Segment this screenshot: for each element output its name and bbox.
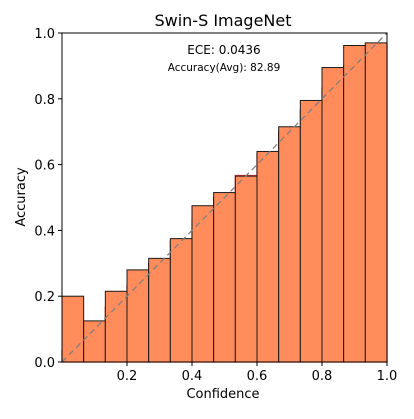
y-tick-label-2: 0.2 <box>34 290 55 305</box>
accuracy-bar-3 <box>104 290 128 363</box>
x-tick-label-3: 0.6 <box>247 369 268 384</box>
y-axis-label: Accuracy <box>14 167 29 227</box>
x-tick-label-2: 0.4 <box>182 369 203 384</box>
accuracy-bar-4 <box>126 269 150 363</box>
accuracy-bar-7 <box>191 205 215 363</box>
plot-area <box>61 32 388 363</box>
accuracy-bar-13 <box>321 67 345 363</box>
x-tick-label-4: 0.8 <box>312 369 333 384</box>
calibration-diagonal <box>61 32 388 363</box>
x-tick-label-1: 0.2 <box>117 369 138 384</box>
x-tick-label-5: 1.0 <box>377 369 398 384</box>
y-tick-label-3: 0.4 <box>34 224 55 239</box>
accuracy-bar-2 <box>83 320 106 363</box>
accuracy-annotation: Accuracy(Avg): 82.89 <box>168 62 281 74</box>
accuracy-bar-10 <box>256 150 280 363</box>
accuracy-bar-14 <box>343 45 366 363</box>
y-tick-label-1: 0.0 <box>34 356 55 371</box>
y-tick-label-6: 1.0 <box>34 27 55 42</box>
x-axis-label: Confidence <box>186 387 259 402</box>
accuracy-bar-15 <box>364 42 388 363</box>
y-tick-label-5: 0.8 <box>34 93 55 108</box>
chart-title: Swin-S ImageNet <box>154 11 291 30</box>
accuracy-bar-11 <box>278 126 301 363</box>
accuracy-bar-9 <box>234 175 258 363</box>
plot-frame <box>61 32 388 363</box>
axes: 0.2 0.4 0.6 0.8 1.0 0.0 0.2 0.4 0.6 0.8 1.0 <box>34 27 397 384</box>
accuracy-bar-1 <box>61 295 85 363</box>
accuracy-bar-12 <box>299 99 323 363</box>
accuracy-bar-8 <box>213 192 236 363</box>
accuracy-bar-5 <box>148 257 171 363</box>
accuracy-bar-6 <box>169 238 193 363</box>
ece-annotation: ECE: 0.0436 <box>187 43 260 57</box>
y-tick-label-4: 0.6 <box>34 159 55 174</box>
